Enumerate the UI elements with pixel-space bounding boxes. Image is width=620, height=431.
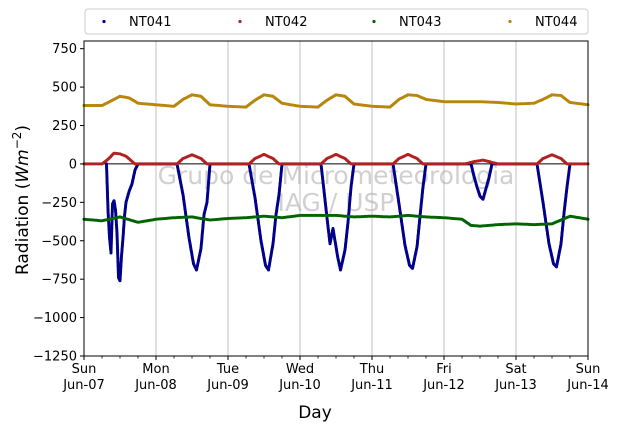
x-tick-day: Wed bbox=[286, 362, 314, 377]
gridlines bbox=[155, 41, 517, 356]
x-tick-label: Sun Jun-07 bbox=[62, 362, 105, 393]
x-tick-date: Jun-10 bbox=[278, 378, 321, 393]
y-axis-title-exponent: −2 bbox=[10, 132, 24, 150]
x-tick-date: Jun-11 bbox=[350, 378, 393, 393]
y-axis-title-close: ) bbox=[13, 125, 33, 132]
legend-marker-NT041 bbox=[102, 19, 106, 24]
x-tick-day: Fri bbox=[436, 362, 452, 377]
x-tick-label: Sat Jun-13 bbox=[494, 362, 537, 393]
x-axis-title: Day bbox=[298, 403, 332, 423]
series-NT042 bbox=[82, 151, 590, 166]
series-NT041 bbox=[105, 162, 572, 283]
y-tick-label: −250 bbox=[41, 196, 77, 211]
y-tick-label: 750 bbox=[52, 42, 77, 57]
x-tick-day: Sat bbox=[505, 362, 526, 377]
x-tick-label: Thu Jun-11 bbox=[350, 362, 393, 393]
watermark-line-1: Grupo de Micrometeorologia bbox=[158, 161, 515, 190]
y-axis: 750 500 250 0 −250 −500 −750 −1000 −1250 bbox=[33, 42, 84, 365]
x-tick-day: Tue bbox=[216, 362, 239, 377]
y-tick-label: 500 bbox=[52, 81, 77, 96]
y-axis-title-text: Radiation ( bbox=[13, 183, 33, 275]
watermark-line-2: IAG / USP bbox=[278, 188, 395, 217]
legend-label-NT044: NT044 bbox=[535, 15, 577, 30]
y-tick-label: −1000 bbox=[33, 311, 77, 326]
x-tick-date: Jun-12 bbox=[422, 378, 465, 393]
x-tick-label: Sun Jun-14 bbox=[566, 362, 609, 393]
series-NT043 bbox=[82, 213, 590, 228]
legend-marker-NT043 bbox=[372, 19, 376, 24]
legend-label-NT043: NT043 bbox=[399, 15, 441, 30]
x-tick-label: Wed Jun-10 bbox=[278, 362, 321, 393]
y-tick-label: 250 bbox=[52, 119, 77, 134]
x-tick-label: Fri Jun-12 bbox=[422, 362, 465, 393]
series-NT044 bbox=[82, 93, 590, 109]
legend-marker-NT044 bbox=[508, 19, 512, 24]
y-tick-label: −750 bbox=[41, 273, 77, 288]
x-tick-day: Mon bbox=[142, 362, 169, 377]
y-tick-label: 0 bbox=[69, 157, 77, 172]
y-tick-label: −1250 bbox=[33, 350, 77, 365]
x-tick-day: Sun bbox=[576, 362, 601, 377]
x-tick-day: Sun bbox=[72, 362, 97, 377]
x-tick-date: Jun-07 bbox=[62, 378, 105, 393]
data-points bbox=[82, 93, 590, 283]
x-tick-day: Thu bbox=[359, 362, 384, 377]
legend-label-NT041: NT041 bbox=[129, 15, 171, 30]
y-tick-label: −500 bbox=[41, 234, 77, 249]
legend-frame bbox=[84, 8, 589, 35]
y-axis-title-unit: Wm bbox=[13, 149, 33, 182]
legend: NT041 NT042 NT043 NT044 bbox=[84, 8, 589, 35]
x-tick-label: Tue Jun-09 bbox=[206, 362, 249, 393]
x-tick-date: Jun-08 bbox=[134, 378, 177, 393]
watermark: Grupo de Micrometeorologia IAG / USP bbox=[158, 161, 515, 217]
x-tick-label: Mon Jun-08 bbox=[134, 362, 177, 393]
x-tick-date: Jun-09 bbox=[206, 378, 249, 393]
x-tick-date: Jun-13 bbox=[494, 378, 537, 393]
y-axis-title: Radiation (Wm−2) bbox=[10, 125, 33, 275]
legend-label-NT042: NT042 bbox=[265, 15, 307, 30]
legend-marker-NT042 bbox=[238, 19, 242, 24]
x-tick-date: Jun-14 bbox=[566, 378, 609, 393]
